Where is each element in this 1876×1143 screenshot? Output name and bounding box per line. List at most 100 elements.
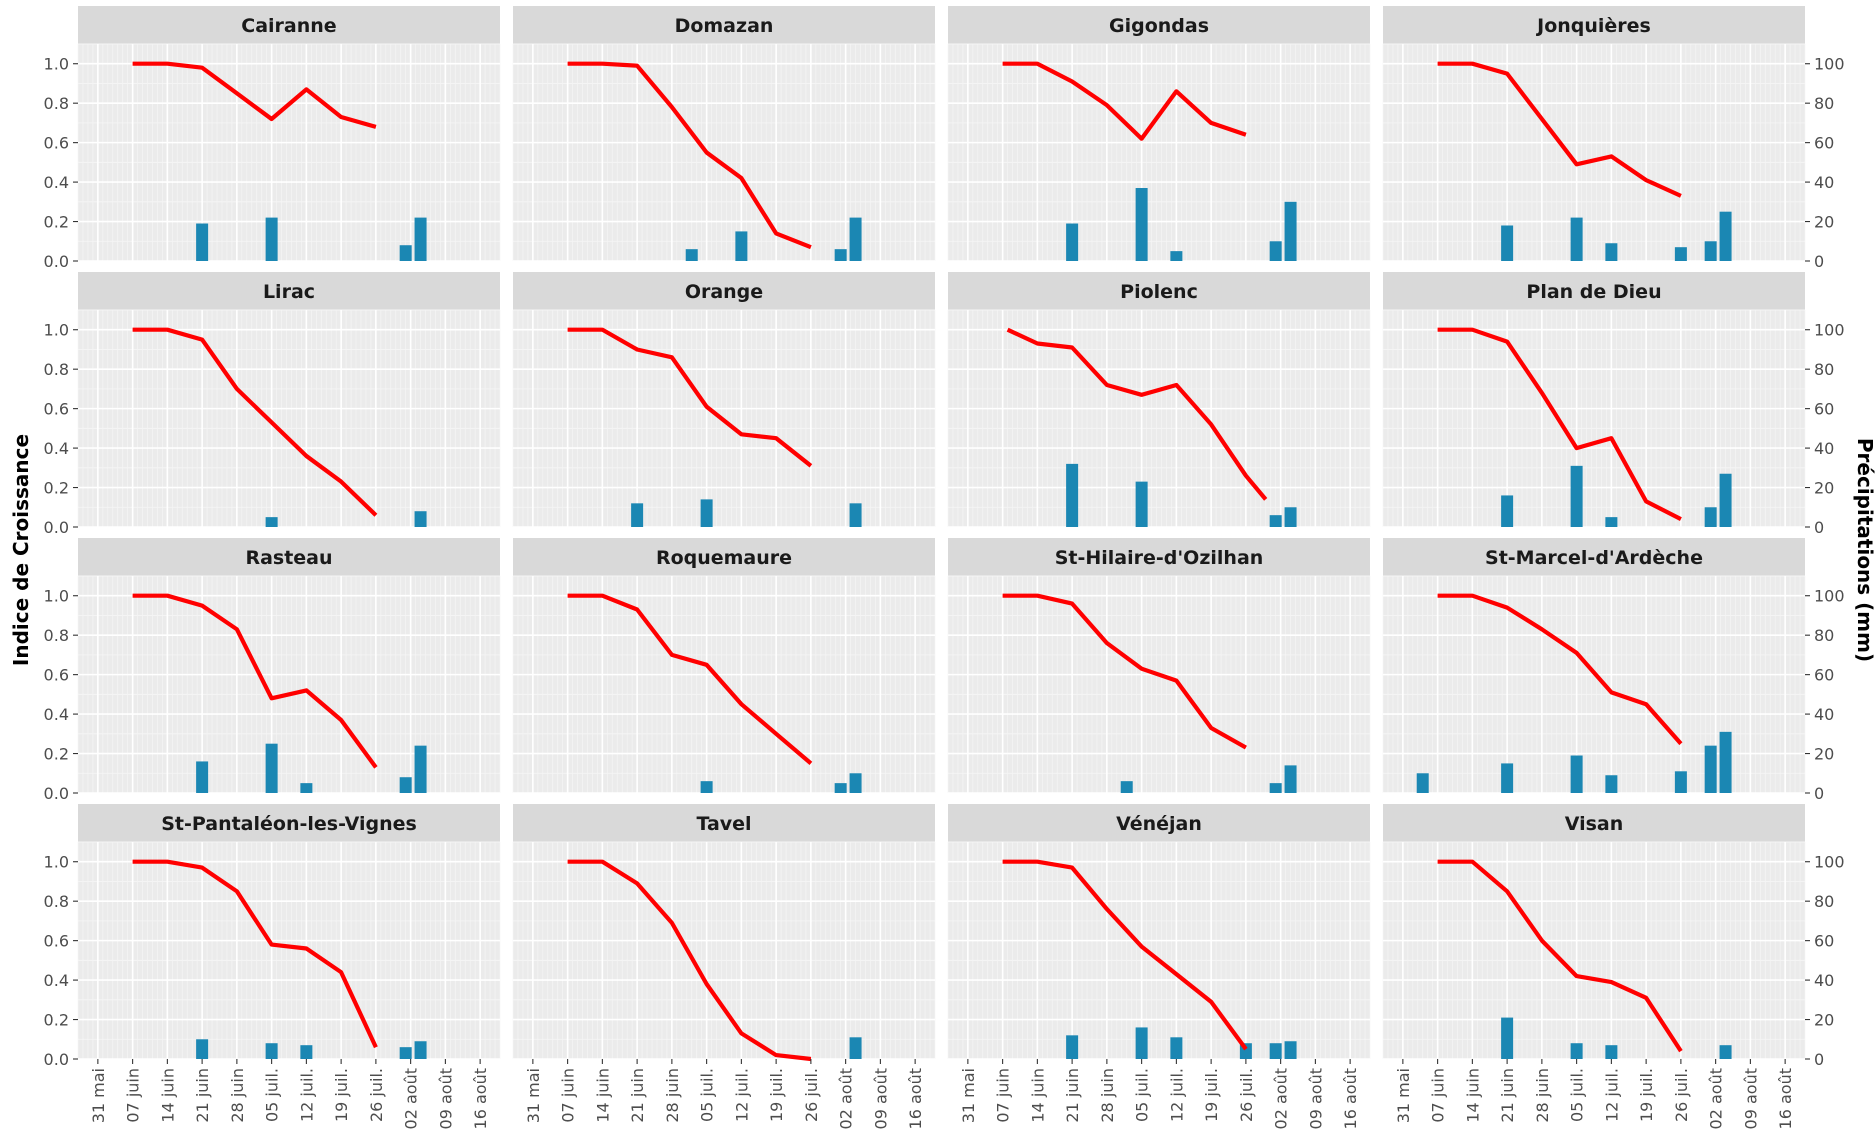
- facet-title: Roquemaure: [656, 547, 792, 569]
- facet-strip: [948, 272, 1370, 310]
- rain-bar: [1605, 517, 1618, 527]
- x-tick-label: 28 juin: [228, 1068, 247, 1123]
- growth-line: [132, 859, 378, 1049]
- x-tick-label: 16 août: [1341, 1068, 1360, 1129]
- rain-bar: [1704, 745, 1717, 793]
- x-tick-label: 02 août: [402, 1068, 421, 1129]
- x-tick-label: 21 juin: [193, 1068, 212, 1123]
- x-tick-label: 19 juil.: [1637, 1068, 1656, 1122]
- rain-bar: [414, 217, 427, 261]
- rain-bar: [265, 517, 278, 527]
- y-tick-label-left: 0.8: [44, 360, 69, 379]
- facet-title: Jonquières: [1535, 15, 1651, 37]
- plot-background: [78, 44, 500, 261]
- y-tick-label-left: 0.0: [44, 1050, 69, 1069]
- y-tick-label-left: 0.4: [44, 971, 69, 990]
- x-tick-label: 16 août: [471, 1068, 490, 1129]
- facet-strip: [513, 6, 935, 44]
- x-tick-label: 26 juil.: [367, 1068, 386, 1122]
- x-tick-label: 12 juil.: [1167, 1068, 1186, 1122]
- y-tick-label-left: 0.8: [44, 94, 69, 113]
- facet-title: Lirac: [263, 281, 315, 303]
- plot-background: [78, 842, 500, 1059]
- x-tick-label: 16 août: [1776, 1068, 1795, 1129]
- rain-bar: [1704, 241, 1717, 261]
- rain-bar: [1501, 495, 1514, 527]
- y-tick-label-left: 0.8: [44, 626, 69, 645]
- rain-bar: [1135, 188, 1148, 261]
- y-tick-label-right: 80: [1814, 892, 1834, 911]
- y-tick-label-left: 0.0: [44, 252, 69, 271]
- rain-bar: [1501, 763, 1514, 793]
- facet-title: Plan de Dieu: [1526, 281, 1661, 303]
- y-tick-label-right: 40: [1814, 439, 1834, 458]
- y-tick-label-right: 0: [1814, 518, 1824, 537]
- facet-strip: [78, 6, 500, 44]
- rain-bar: [1605, 775, 1618, 793]
- y-tick-label-right: 60: [1814, 666, 1834, 685]
- x-tick-label: 21 juin: [628, 1068, 647, 1123]
- x-tick-label: 09 août: [871, 1068, 890, 1129]
- x-tick-label: 19 juil.: [1202, 1068, 1221, 1122]
- y-tick-label-left: 1.0: [44, 853, 69, 872]
- facet-strip: [1383, 538, 1805, 576]
- rain-bar: [300, 783, 313, 793]
- rain-bar: [1269, 241, 1282, 261]
- x-tick-label: 26 juil.: [1237, 1068, 1256, 1122]
- growth-line: [1002, 859, 1248, 1051]
- rain-bar: [1269, 515, 1282, 527]
- plot-background: [1383, 44, 1805, 261]
- rain-bar: [399, 245, 412, 261]
- panels-layer: Cairanne Domazan Gigondas Jonquières Lirac Or…: [77, 6, 1806, 1062]
- rain-bar: [1170, 251, 1183, 261]
- rain-bar: [1120, 781, 1133, 793]
- rain-bar: [834, 249, 847, 261]
- rain-bar: [700, 499, 713, 527]
- rain-bar: [1284, 201, 1297, 261]
- growth-line: [1437, 593, 1683, 746]
- facet-panel: Tavel: [512, 804, 936, 1062]
- rain-bar: [1704, 507, 1717, 527]
- rain-bar: [414, 745, 427, 793]
- facet-title: St-Hilaire-d'Ozilhan: [1055, 547, 1264, 569]
- y-tick-label-left: 0.6: [44, 134, 69, 153]
- y-tick-label-left: 0.0: [44, 518, 69, 537]
- x-tick-label: 09 août: [436, 1068, 455, 1129]
- y-tick-label-left: 0.2: [44, 1011, 69, 1030]
- rain-bar: [1719, 473, 1732, 527]
- rain-bar: [1719, 211, 1732, 261]
- y-tick-label-left: 0.2: [44, 213, 69, 232]
- rain-bar: [685, 249, 698, 261]
- plot-background: [948, 576, 1370, 793]
- rain-bar: [265, 217, 278, 261]
- y-tick-label-right: 80: [1814, 626, 1834, 645]
- x-tick-label: 28 juin: [1533, 1068, 1552, 1123]
- facet-strip: [948, 538, 1370, 576]
- rain-bar: [1501, 225, 1514, 261]
- rain-bar: [849, 773, 862, 793]
- rain-bar: [1719, 731, 1732, 793]
- facet-panel: Lirac: [77, 272, 501, 528]
- x-tick-label: 28 juin: [1098, 1068, 1117, 1123]
- y-tick-label-right: 20: [1814, 745, 1834, 764]
- rain-bar: [1605, 243, 1618, 261]
- facet-panel: Vénéjan: [947, 804, 1371, 1060]
- x-tick-label: 05 juil.: [1133, 1068, 1152, 1122]
- rain-bar: [1570, 465, 1583, 527]
- rain-bar: [1416, 773, 1429, 793]
- rain-bar: [1284, 1041, 1297, 1059]
- y-tick-label-right: 20: [1814, 1011, 1834, 1030]
- facet-panel: Rasteau: [77, 538, 501, 794]
- y-tick-label-left: 0.2: [44, 745, 69, 764]
- growth-line: [1437, 327, 1682, 521]
- facet-panel: St-Hilaire-d'Ozilhan: [947, 538, 1371, 794]
- rain-bar: [1135, 1027, 1148, 1059]
- x-tick-label: 12 juil.: [732, 1068, 751, 1122]
- y-tick-label-right: 100: [1814, 853, 1845, 872]
- rain-bar: [1501, 1017, 1514, 1059]
- rain-bar: [1269, 783, 1282, 793]
- rain-bar: [849, 503, 862, 527]
- rain-bar: [1284, 765, 1297, 793]
- plot-background: [1383, 310, 1805, 527]
- growth-line: [1437, 859, 1683, 1053]
